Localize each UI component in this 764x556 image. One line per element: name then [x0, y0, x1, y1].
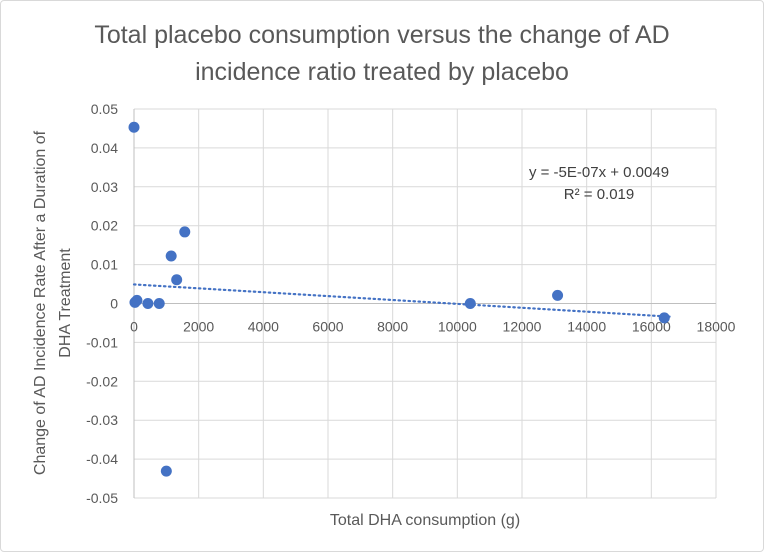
data-point — [160, 465, 172, 477]
data-point — [171, 274, 183, 286]
y-axis-title-line-2: DHA Treatment — [57, 248, 74, 358]
data-point — [131, 294, 143, 306]
data-point — [142, 298, 154, 309]
grid — [133, 108, 717, 499]
y-tick-label: -0.04 — [86, 451, 118, 467]
x-tick-label: 6000 — [312, 319, 343, 335]
trendline-equation: y = -5E-07x + 0.0049 — [529, 164, 669, 181]
data-point — [153, 298, 165, 309]
data-point — [658, 312, 670, 324]
trendline-line — [132, 283, 672, 318]
y-tick-label: 0.05 — [91, 101, 118, 117]
y-tick-label: 0.03 — [91, 179, 118, 195]
data-point — [128, 121, 140, 133]
y-tick-label: -0.05 — [86, 490, 118, 506]
chart-title-line-1: Total placebo consumption versus the cha… — [94, 21, 669, 49]
y-tick-label: 0.02 — [91, 218, 118, 234]
x-tick-label: 8000 — [377, 319, 408, 335]
y-tick-labels: 0.05 0.04 0.03 0.02 0.01 0 -0.01 -0.02 -0.03 -0.0… — [86, 101, 118, 506]
x-tick-label: 4000 — [248, 319, 279, 335]
trendline — [132, 283, 672, 318]
y-tick-label: 0 — [110, 296, 118, 312]
x-axis-title: Total DHA consumption (g) — [330, 512, 520, 529]
data-point — [464, 298, 476, 309]
data-point — [552, 289, 564, 301]
data-points — [128, 121, 670, 477]
y-tick-label: -0.02 — [86, 373, 118, 389]
x-tick-label: 12000 — [503, 319, 542, 335]
x-tick-label: 14000 — [567, 319, 606, 335]
data-point — [179, 226, 191, 238]
x-tick-label: 0 — [130, 319, 138, 335]
y-tick-label: 0.04 — [91, 140, 118, 156]
chart-title-line-2: incidence ratio treated by placebo — [195, 58, 569, 86]
x-tick-label: 18000 — [697, 319, 736, 335]
x-tick-labels: 0 2000 4000 6000 8000 10000 12000 14000 16000 180… — [130, 319, 736, 335]
y-tick-label: 0.01 — [91, 257, 118, 273]
x-tick-label: 16000 — [632, 319, 671, 335]
y-tick-label: -0.03 — [86, 412, 118, 428]
y-axis-title-line-1: Change of AD Incidence Rate After a Dura… — [32, 130, 49, 475]
x-tick-label: 10000 — [438, 319, 477, 335]
data-point — [165, 250, 177, 262]
x-tick-label: 2000 — [183, 319, 214, 335]
y-tick-label: -0.01 — [86, 334, 118, 350]
chart-title: Total placebo consumption versus the cha… — [94, 21, 669, 86]
y-axis-title: Change of AD Incidence Rate After a Dura… — [32, 130, 74, 475]
trendline-r-squared: R² = 0.019 — [564, 186, 634, 203]
